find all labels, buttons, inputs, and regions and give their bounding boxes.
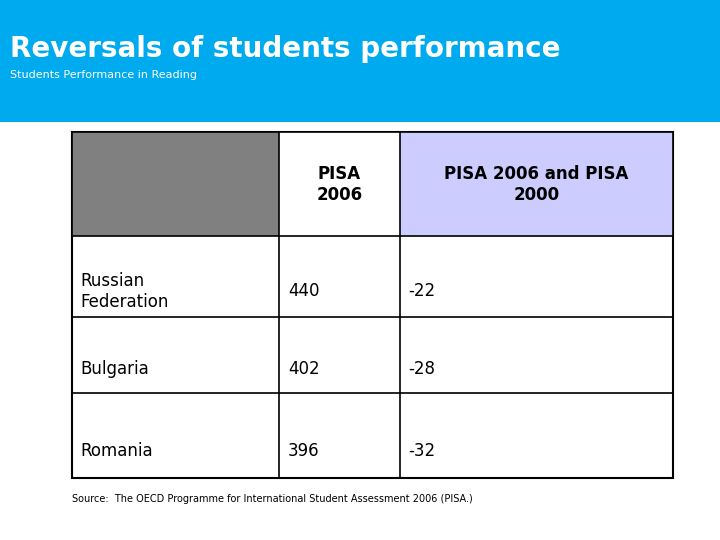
- Text: Russian
Federation: Russian Federation: [81, 272, 169, 310]
- Text: 440: 440: [288, 282, 320, 300]
- Text: -22: -22: [408, 282, 436, 300]
- Text: Romania: Romania: [81, 442, 153, 460]
- Text: -28: -28: [408, 360, 436, 378]
- Text: Source:  The OECD Programme for International Student Assessment 2006 (PISA.): Source: The OECD Programme for Internati…: [72, 495, 473, 504]
- Text: Reversals of students performance: Reversals of students performance: [10, 35, 561, 63]
- Text: -32: -32: [408, 442, 436, 460]
- Text: 402: 402: [288, 360, 320, 378]
- Text: Students Performance in Reading: Students Performance in Reading: [10, 70, 197, 80]
- Text: PISA 2006 and PISA
2000: PISA 2006 and PISA 2000: [444, 165, 629, 204]
- Text: PISA
2006: PISA 2006: [317, 165, 363, 204]
- Text: Bulgaria: Bulgaria: [81, 360, 149, 378]
- Text: 396: 396: [288, 442, 320, 460]
